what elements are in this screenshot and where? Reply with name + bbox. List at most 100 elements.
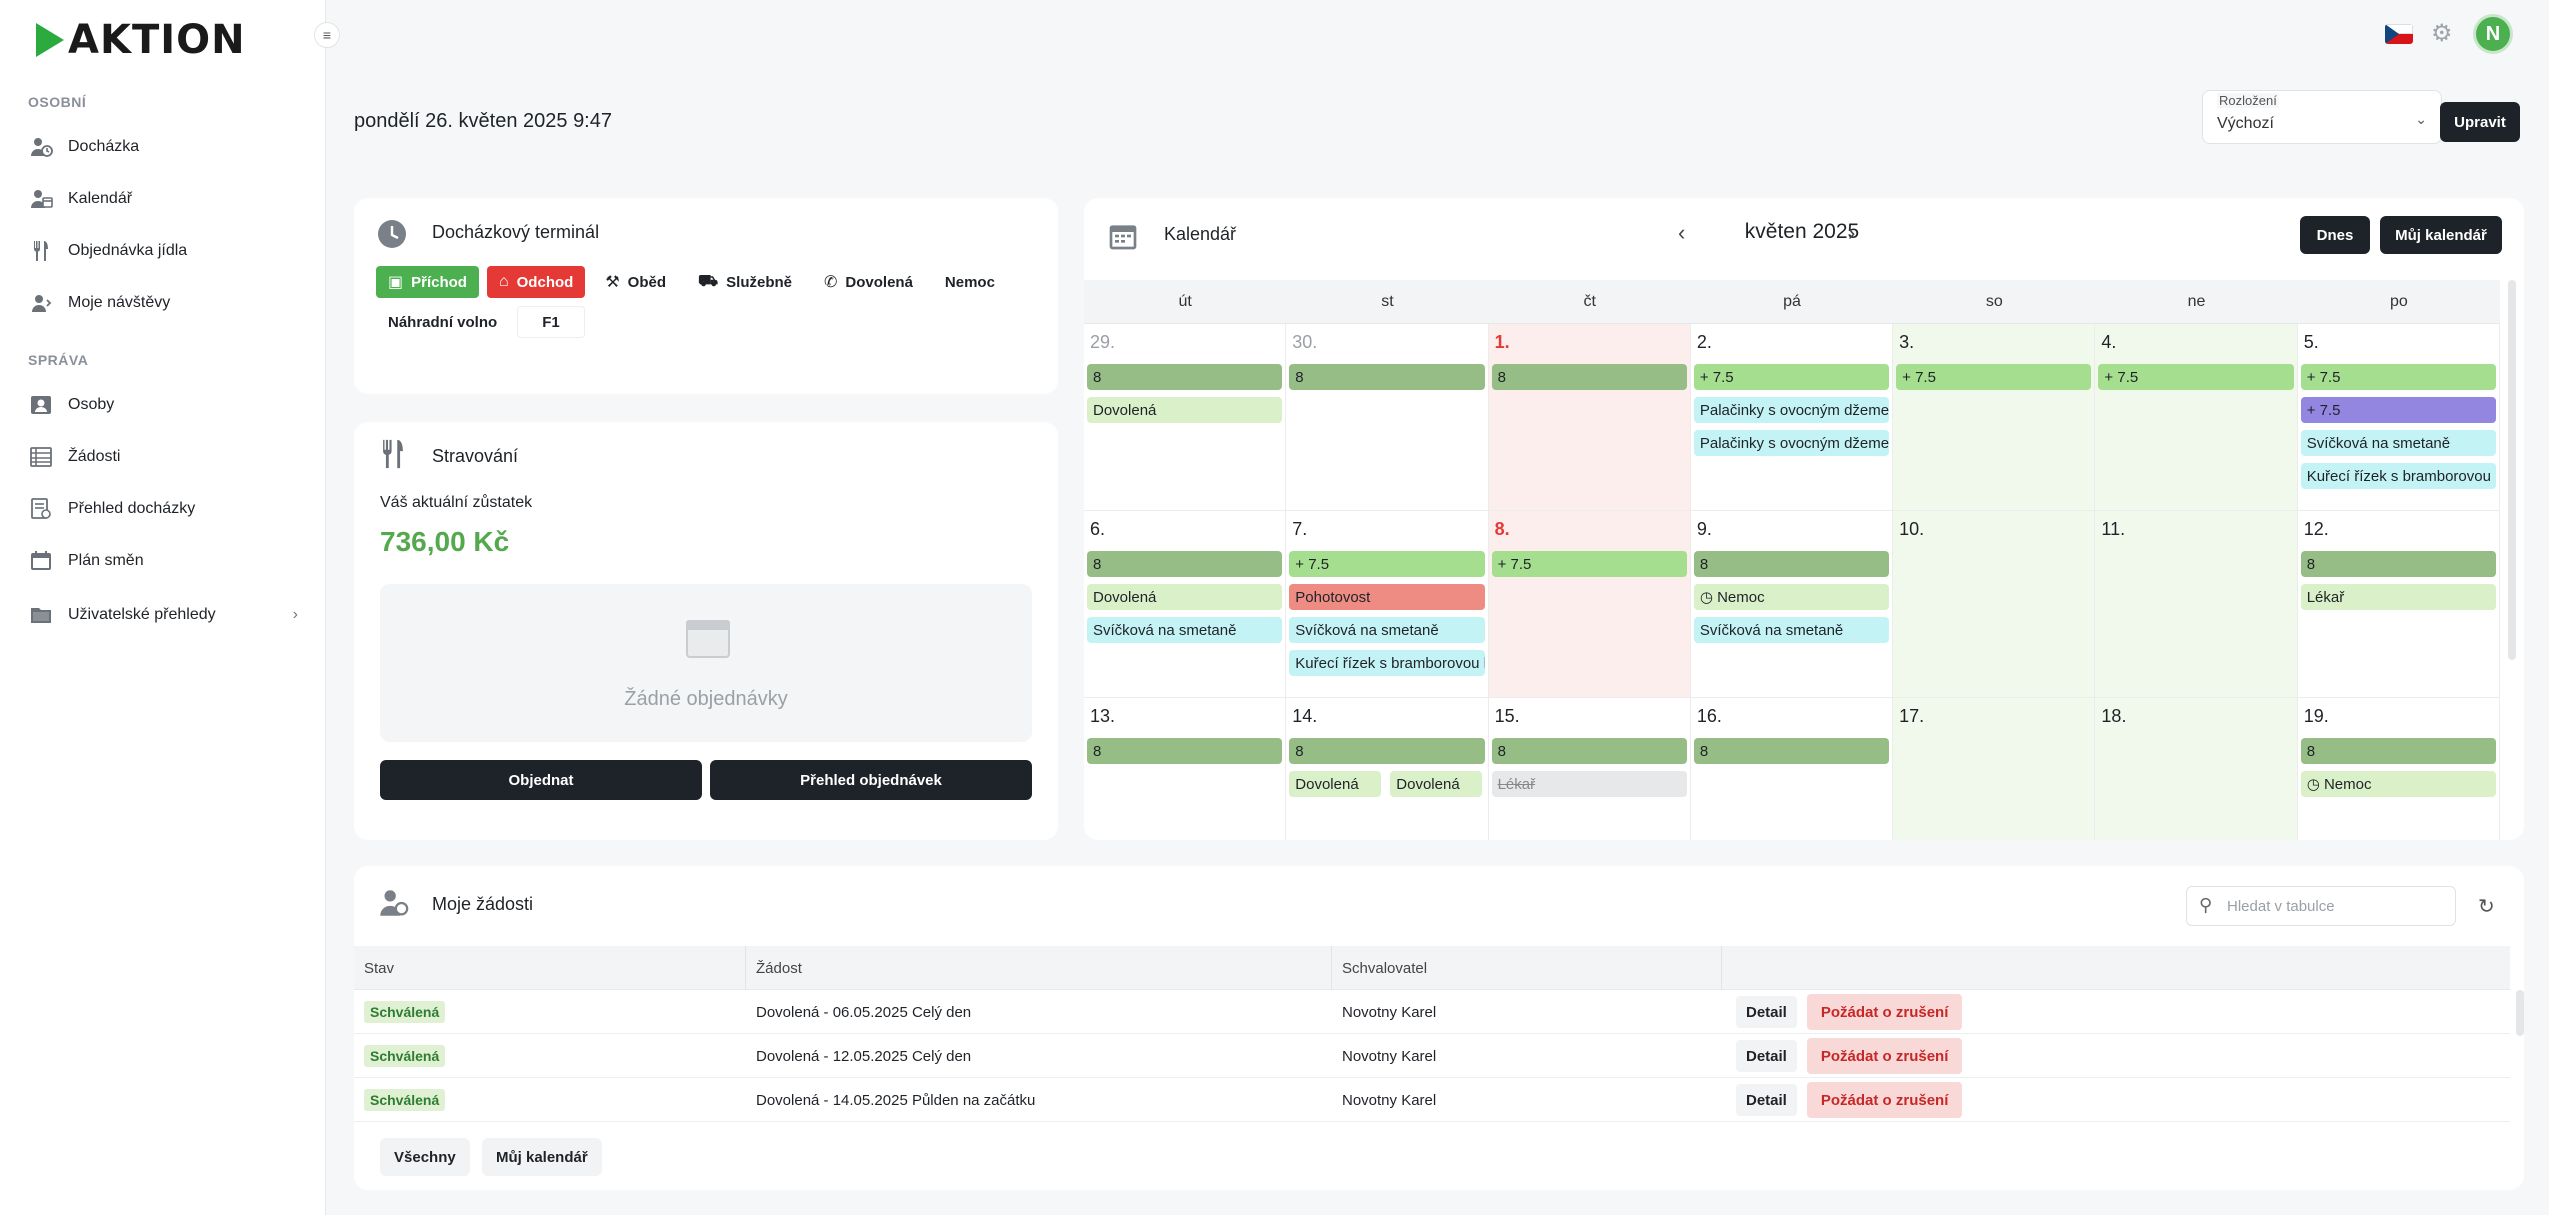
czech-flag-icon[interactable] xyxy=(2385,24,2413,44)
calendar-event[interactable]: Dovolená xyxy=(1087,397,1283,423)
all-requests-button[interactable]: Všechny xyxy=(380,1138,470,1176)
request-cancel-button[interactable]: Požádat o zrušení xyxy=(1806,1038,1963,1074)
table-search[interactable]: ⚲ xyxy=(2186,886,2456,926)
calendar-scrollbar[interactable] xyxy=(2508,280,2516,660)
layout-select[interactable]: Rozložení Výchozí ⌄ xyxy=(2202,90,2442,144)
calendar-event[interactable]: 8 xyxy=(2300,738,2496,764)
sidebar-item-meal-order[interactable]: Objednávka jídla xyxy=(28,236,298,266)
request-cancel-button[interactable]: Požádat o zrušení xyxy=(1806,994,1963,1030)
prev-month-button[interactable]: ‹ xyxy=(1678,220,1685,246)
calendar-event[interactable]: 8 xyxy=(1693,738,1890,764)
sidebar-item-visits[interactable]: Moje návštěvy xyxy=(28,288,298,318)
calendar-day-cell[interactable]: 11. xyxy=(2095,511,2298,698)
sidebar-item-shift-plan[interactable]: Plán směn xyxy=(28,546,298,576)
menu-toggle-button[interactable]: ≡ xyxy=(314,22,340,48)
request-cancel-button[interactable]: Požádat o zrušení xyxy=(1806,1082,1963,1118)
calendar-event[interactable]: Lékař xyxy=(2300,584,2496,610)
arrival-button[interactable]: ▣ Příchod xyxy=(376,266,479,298)
calendar-event[interactable]: Palačinky s ovocným džemem xyxy=(1693,430,1890,456)
calendar-event[interactable]: 8 xyxy=(1087,551,1283,577)
avatar[interactable]: N xyxy=(2473,14,2513,54)
calendar-day-cell[interactable]: 7. + 7.5 Pohotovost Svíčková na smetaně Kuře… xyxy=(1286,511,1489,698)
table-scrollbar[interactable] xyxy=(2516,990,2524,1036)
calendar-event[interactable]: Svíčková na smetaně xyxy=(1693,617,1890,643)
calendar-event[interactable]: Lékař xyxy=(1491,771,1687,797)
calendar-day-cell[interactable]: 5. + 7.5 + 7.5 Svíčková na smetaně Kuřecí ří… xyxy=(2297,324,2500,511)
calendar-event[interactable]: 8 xyxy=(1289,364,1485,390)
lunch-button[interactable]: ⚒ Oběd xyxy=(593,266,678,298)
vacation-button[interactable]: ✆ Dovolená xyxy=(812,266,925,298)
detail-button[interactable]: Detail xyxy=(1736,1084,1797,1116)
sidebar-item-attendance[interactable]: Docházka xyxy=(28,132,298,162)
calendar-event[interactable]: Palačinky s ovocným džemem xyxy=(1693,397,1890,423)
calendar-day-cell[interactable]: 17. xyxy=(1893,698,2096,840)
column-header-request[interactable]: Žádost xyxy=(746,946,1332,990)
calendar-day-cell[interactable]: 16. 8 xyxy=(1691,698,1894,840)
orders-overview-button[interactable]: Přehled objednávek xyxy=(710,760,1032,800)
my-calendar-button[interactable]: Můj kalendář xyxy=(2380,216,2502,254)
sidebar-item-user-reports[interactable]: Uživatelské přehledy › xyxy=(28,600,298,630)
calendar-event[interactable]: + 7.5 xyxy=(1693,364,1890,390)
calendar-day-cell[interactable]: 1. 8 xyxy=(1488,324,1691,511)
calendar-event[interactable]: Kuřecí řízek s bramborovou kaší xyxy=(2300,463,2496,489)
sickness-button[interactable]: Nemoc xyxy=(932,266,1007,298)
business-trip-button[interactable]: ⛟ Služebně xyxy=(686,266,804,298)
calendar-event[interactable]: Svíčková na smetaně xyxy=(2300,430,2496,456)
calendar-event[interactable]: Pohotovost xyxy=(1289,584,1485,610)
sidebar-item-persons[interactable]: Osoby xyxy=(28,390,298,420)
calendar-day-cell[interactable]: 2. + 7.5 Palačinky s ovocným džemem Palačin… xyxy=(1690,324,1894,511)
calendar-day-cell[interactable]: 29. 8 Dovolená xyxy=(1084,324,1287,511)
calendar-event[interactable]: 8 xyxy=(1491,738,1687,764)
calendar-event[interactable]: 8 xyxy=(1087,738,1283,764)
calendar-day-cell[interactable]: 3. + 7.5 xyxy=(1893,324,2096,511)
sidebar-item-attendance-overview[interactable]: Přehled docházky xyxy=(28,494,298,524)
calendar-event[interactable]: 8 xyxy=(1693,551,1890,577)
sidebar-item-requests[interactable]: Žádosti xyxy=(28,442,298,472)
departure-button[interactable]: ⌂ Odchod xyxy=(486,266,586,298)
sidebar-item-calendar[interactable]: Kalendář xyxy=(28,184,298,214)
calendar-event[interactable]: + 7.5 xyxy=(1896,364,2092,390)
compensatory-leave-button[interactable]: Náhradní volno xyxy=(376,306,510,338)
search-input[interactable] xyxy=(2227,895,2447,917)
calendar-day-cell[interactable]: 4. + 7.5 xyxy=(2095,324,2298,511)
edit-button[interactable]: Upravit xyxy=(2440,102,2520,142)
calendar-event[interactable]: + 7.5 xyxy=(2300,397,2496,423)
calendar-event[interactable]: 8 xyxy=(2300,551,2496,577)
calendar-event[interactable]: Dovolená xyxy=(1289,771,1382,797)
my-calendar-link-button[interactable]: Můj kalendář xyxy=(482,1138,602,1176)
calendar-event[interactable]: + 7.5 xyxy=(1289,551,1485,577)
calendar-day-cell[interactable]: 9. 8 ◷ Nemoc Svíčková na smetaně xyxy=(1690,511,1894,698)
calendar-day-cell[interactable]: 12. 8 Lékař xyxy=(2297,511,2500,698)
calendar-event[interactable]: + 7.5 xyxy=(1491,551,1687,577)
calendar-day-cell[interactable]: 18. xyxy=(2095,698,2298,840)
gear-icon[interactable]: ⚙ xyxy=(2431,20,2453,47)
calendar-day-cell[interactable]: 19. 8 ◷ Nemoc xyxy=(2298,698,2500,840)
calendar-day-cell[interactable]: 6. 8 Dovolená Svíčková na smetaně xyxy=(1084,511,1287,698)
calendar-day-cell[interactable]: 13. 8 xyxy=(1084,698,1287,840)
detail-button[interactable]: Detail xyxy=(1736,1040,1797,1072)
column-header-approver[interactable]: Schvalovatel xyxy=(1332,946,1722,990)
calendar-event[interactable]: + 7.5 xyxy=(2098,364,2294,390)
calendar-day-cell[interactable]: 10. xyxy=(1893,511,2096,698)
calendar-event[interactable]: + 7.5 xyxy=(2300,364,2496,390)
calendar-event[interactable]: Svíčková na smetaně xyxy=(1087,617,1283,643)
calendar-event[interactable]: ◷ Nemoc xyxy=(1693,584,1890,610)
calendar-day-cell[interactable]: 8. + 7.5 xyxy=(1488,511,1691,698)
calendar-day-cell[interactable]: 30. 8 xyxy=(1286,324,1489,511)
aktion-logo[interactable]: AKTION xyxy=(36,17,246,63)
column-header-status[interactable]: Stav xyxy=(354,946,746,990)
calendar-day-cell[interactable]: 14. 8 Dovolená Dovolená xyxy=(1286,698,1489,840)
detail-button[interactable]: Detail xyxy=(1736,996,1797,1028)
order-button[interactable]: Objednat xyxy=(380,760,702,800)
next-month-button[interactable]: › xyxy=(1848,220,1855,246)
calendar-event[interactable]: ◷ Nemoc xyxy=(2300,771,2496,797)
calendar-event[interactable]: 8 xyxy=(1087,364,1283,390)
calendar-day-cell[interactable]: 15. 8 Lékař xyxy=(1489,698,1691,840)
calendar-event[interactable]: Dovolená xyxy=(1390,771,1483,797)
calendar-event[interactable]: Kuřecí řízek s bramborovou kaší xyxy=(1289,650,1485,676)
calendar-event[interactable]: 8 xyxy=(1491,364,1687,390)
calendar-event[interactable]: Dovolená xyxy=(1087,584,1283,610)
calendar-event[interactable]: 8 xyxy=(1289,738,1485,764)
f1-button[interactable]: F1 xyxy=(517,306,585,338)
refresh-button[interactable]: ↻ xyxy=(2478,894,2495,919)
